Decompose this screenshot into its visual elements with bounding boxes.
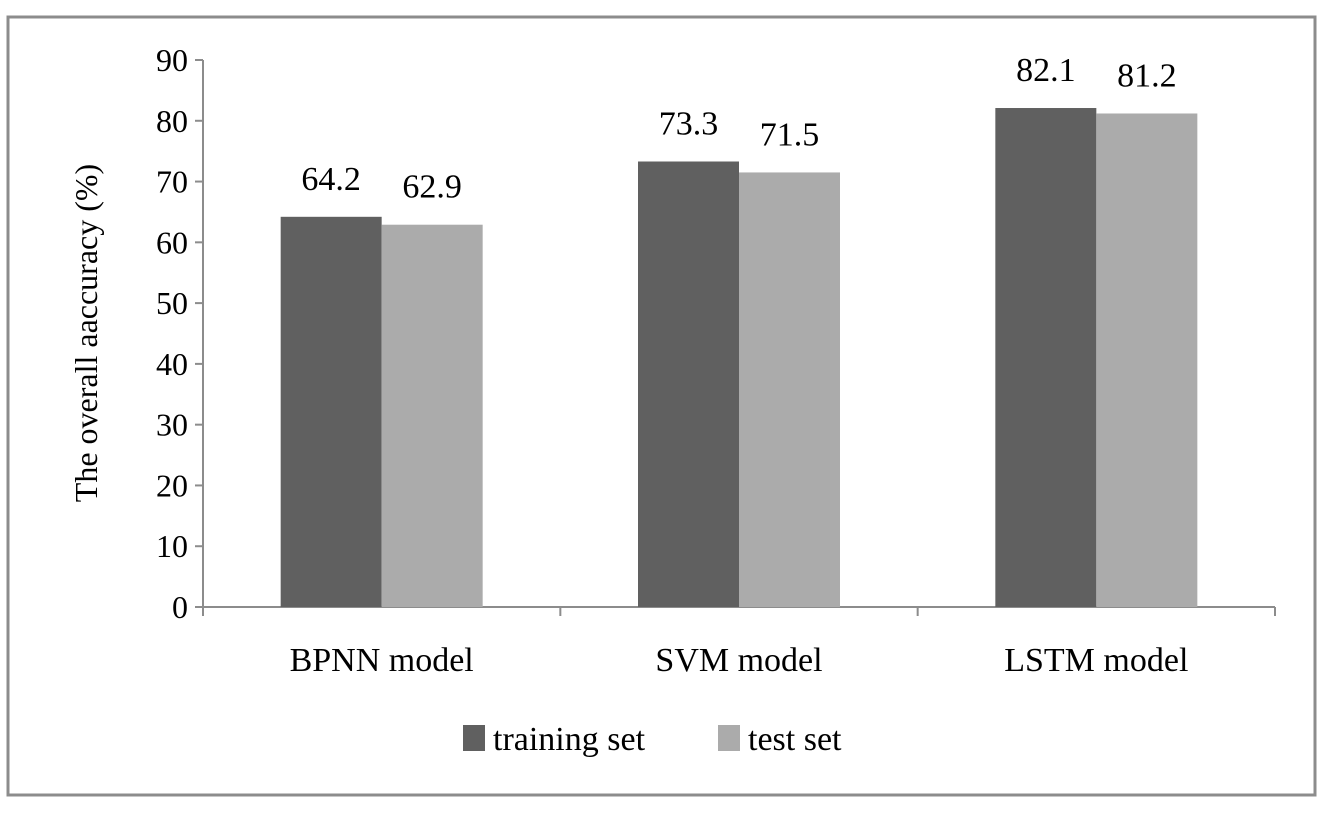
- y-tick-label: 40: [156, 346, 188, 382]
- bar-training-set-0: [280, 216, 382, 607]
- data-label: 73.3: [659, 105, 719, 142]
- y-axis-title: The overall aaccuracy (%): [68, 164, 104, 502]
- data-label: 62.9: [402, 169, 462, 206]
- bar-training-set-2: [995, 108, 1097, 608]
- plot-area: 0 10 20 30 40 50 60 70 80 90 64.2 62.9 BPNN model 73.…: [156, 42, 1276, 679]
- legend-label: training set: [493, 721, 646, 758]
- x-category-label: BPNN model: [290, 642, 474, 679]
- y-tick-label: 50: [156, 285, 188, 321]
- bar-test-set-1: [739, 172, 840, 607]
- y-tick-label: 90: [156, 42, 188, 78]
- bar-training-set-1: [638, 161, 739, 607]
- data-label: 81.2: [1117, 57, 1177, 94]
- data-label: 71.5: [760, 116, 820, 153]
- x-category-label: SVM model: [655, 642, 822, 679]
- y-tick-label: 30: [156, 407, 188, 443]
- x-category-label: LSTM model: [1004, 642, 1188, 679]
- legend-swatch-test-set: [718, 725, 740, 751]
- y-tick-label: 70: [156, 164, 188, 200]
- bar-test-set-2: [1096, 113, 1198, 608]
- data-label: 64.2: [301, 161, 361, 198]
- y-tick-label: 20: [156, 467, 188, 503]
- data-label: 82.1: [1016, 52, 1076, 89]
- y-tick-label: 60: [156, 224, 188, 260]
- legend-swatch-training-set: [463, 725, 485, 751]
- y-tick-label: 10: [156, 528, 188, 564]
- y-tick-label: 0: [172, 589, 188, 625]
- bar-test-set-0: [381, 224, 483, 608]
- legend-label: test set: [748, 721, 842, 758]
- legend: training set test set: [463, 721, 842, 758]
- y-tick-label: 80: [156, 103, 188, 139]
